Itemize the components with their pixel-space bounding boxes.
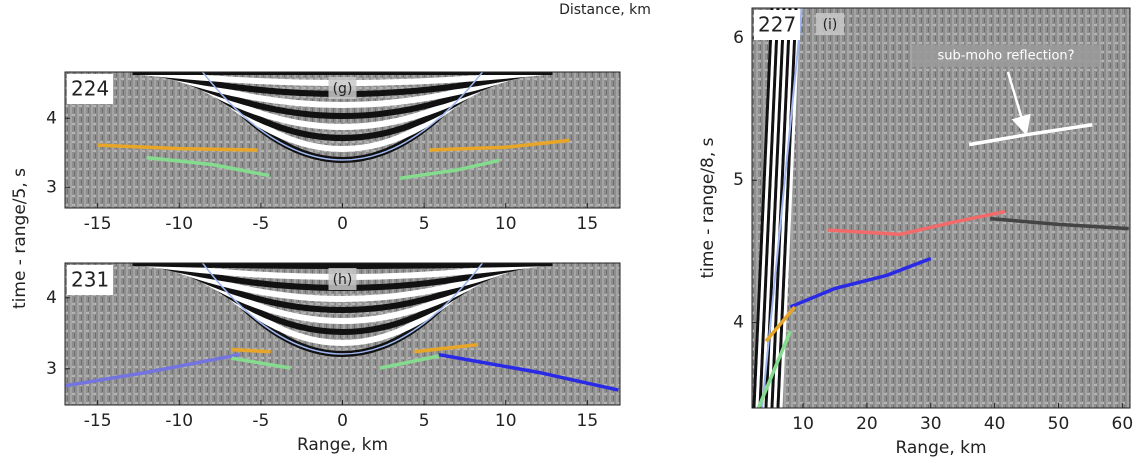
pick-line (414, 342, 479, 354)
pick-line (827, 209, 1006, 237)
arrival-band (167, 72, 518, 119)
x-tick-label: -15 (84, 411, 112, 431)
x-tick-label: -10 (165, 214, 193, 234)
arrival-band (132, 263, 553, 269)
first-arrival (201, 72, 484, 161)
arrival-band (158, 72, 527, 108)
axis-frame (751, 7, 1131, 409)
x-tick-label: 40 (984, 414, 1006, 434)
x-axis-label: Range, km (895, 438, 986, 458)
annotation-box (328, 268, 357, 290)
panel (752, 8, 1130, 408)
arrival-band (776, 8, 798, 408)
first-arrival (761, 8, 803, 408)
panel-label: 231 (71, 268, 109, 292)
x-tick-label: 10 (792, 414, 814, 434)
pick-line (438, 352, 619, 392)
y-tick-label: 5 (733, 170, 744, 190)
figure-label: Distance, km (559, 2, 651, 18)
note-box (912, 45, 1100, 67)
x-tick-label: 30 (920, 414, 942, 434)
pick-line (65, 352, 240, 388)
x-tick-label: 5 (419, 214, 430, 234)
panel-label-box (754, 10, 800, 40)
x-tick-label: -5 (252, 411, 269, 431)
pick-line (399, 158, 500, 181)
pick-line (379, 354, 440, 370)
pick-line (231, 347, 271, 354)
pick-line (428, 138, 570, 152)
x-tick-label: 10 (495, 214, 517, 234)
first-arrival (201, 263, 484, 355)
y-tick-label: 4 (46, 108, 57, 128)
x-tick-label: 20 (856, 414, 878, 434)
arrival-band (752, 8, 774, 408)
annotation-box (816, 13, 844, 35)
panel-label: 227 (758, 13, 796, 37)
x-tick-label: 0 (337, 411, 348, 431)
x-tick-label: 15 (577, 214, 599, 234)
pick-line (97, 143, 258, 152)
arrival-band (767, 8, 789, 408)
arrival-band (755, 8, 777, 408)
pick-line (990, 216, 1129, 231)
arrival-band (758, 8, 780, 408)
x-tick-label: -5 (252, 214, 269, 234)
y-tick-label: 4 (733, 313, 744, 333)
arrival-band (167, 263, 518, 313)
x-tick-label: 60 (1112, 414, 1134, 434)
x-tick-label: 50 (1048, 414, 1070, 434)
arrival-band (773, 8, 795, 408)
note: sub-moho reflection? (937, 49, 1074, 64)
annotation: (h) (333, 272, 353, 288)
y-axis-label: time - range/5, s (10, 168, 30, 309)
pick-line (756, 330, 792, 408)
arrival-band (761, 8, 783, 408)
y-tick-label: 4 (46, 288, 57, 308)
y-tick-label: 3 (46, 359, 57, 379)
x-tick-label: 10 (495, 411, 517, 431)
pick-line (764, 305, 797, 343)
note-arrow (1006, 71, 1031, 136)
y-axis-label: time - range/8, s (698, 137, 718, 278)
panel-label-box (67, 265, 113, 295)
x-tick-label: 0 (337, 214, 348, 234)
annotation: (i) (823, 17, 838, 33)
annotation-box (328, 77, 357, 99)
panel-label: 224 (71, 77, 109, 101)
pick-line (146, 155, 270, 178)
x-tick-label: 15 (577, 411, 599, 431)
pick-line (789, 256, 932, 309)
seismic-image (752, 8, 1130, 408)
x-tick-label: 5 (419, 411, 430, 431)
pick-line (231, 356, 291, 370)
x-axis-label: Range, km (297, 435, 388, 455)
x-tick-label: -15 (84, 214, 112, 234)
annotation: (g) (333, 81, 353, 97)
panel-label-box (67, 74, 113, 104)
arrival-band (158, 263, 527, 302)
x-tick-label: -10 (165, 411, 193, 431)
y-tick-label: 3 (46, 177, 57, 197)
y-tick-label: 6 (733, 28, 744, 48)
